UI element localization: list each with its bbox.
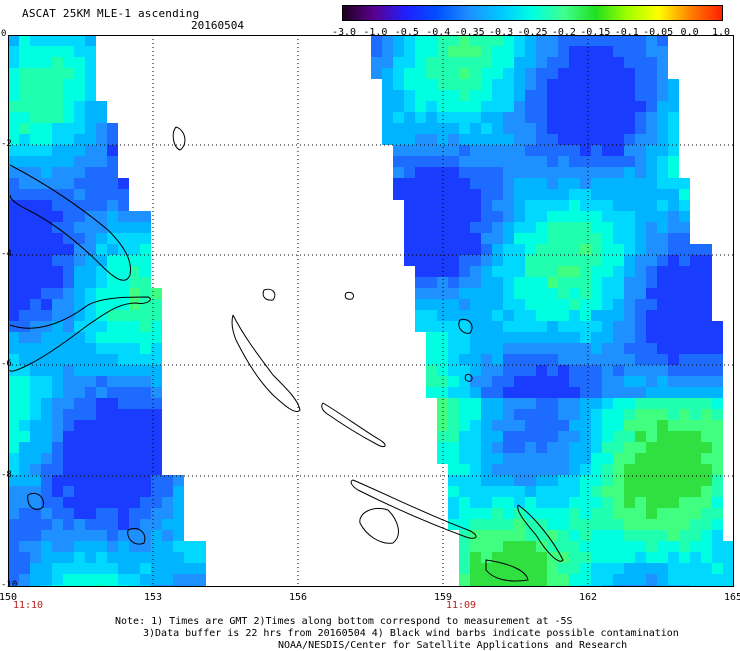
malaita-coast xyxy=(517,504,564,562)
map-frame xyxy=(8,35,734,587)
colorbar-tick-label: 1.0 xyxy=(711,27,731,38)
colorbar-tick-label: -0.4 xyxy=(426,27,451,38)
bougainville-coast xyxy=(231,314,301,412)
longitude-label: 153 xyxy=(143,592,163,603)
latitude-label: -8 xyxy=(1,470,12,480)
island-6 xyxy=(27,492,45,510)
longitude-label: 159 xyxy=(433,592,453,603)
makira-coast xyxy=(485,559,529,582)
island-4 xyxy=(458,318,473,334)
island-2 xyxy=(262,288,276,301)
note-line-1: Note: 1) Times are GMT 2)Times along bot… xyxy=(115,616,573,627)
guadalcanal-coast xyxy=(359,508,399,544)
lat-lon-grid xyxy=(8,35,734,587)
latitude-label: -2 xyxy=(1,139,12,149)
colorbar-tick-label: -0.05 xyxy=(643,27,674,38)
colorbar-tick-label: -0.1 xyxy=(614,27,639,38)
note-line-2: 3)Data buffer is 22 hrs from 20160504 4)… xyxy=(143,628,679,639)
colorbar-tick-label: -0.35 xyxy=(454,27,485,38)
longitude-label: 165 xyxy=(723,592,740,603)
latitude-label: -4 xyxy=(1,249,12,259)
colorbar-tick-label: -0.2 xyxy=(551,27,576,38)
choiseul-coast xyxy=(321,402,386,448)
island-1 xyxy=(172,126,186,151)
island-5 xyxy=(464,374,473,382)
colorbar-tick-label: -0.5 xyxy=(394,27,419,38)
colorbar-tick-label: 0.0 xyxy=(680,27,699,38)
latitude-label: -10 xyxy=(1,580,18,590)
new-ireland-coast xyxy=(9,164,132,281)
island-3 xyxy=(344,292,355,300)
colorbar xyxy=(342,5,723,21)
colorbar-tick-label: -3.0 xyxy=(331,27,357,38)
colorbar-tick-label: -0.3 xyxy=(489,27,514,38)
note-line-3: NOAA/NESDIS/Center for Satellite Applica… xyxy=(278,640,628,651)
colorbar-tick-label: -0.15 xyxy=(580,27,611,38)
longitude-label: 156 xyxy=(288,592,308,603)
map-plot xyxy=(8,35,734,587)
longitude-label: 150 xyxy=(0,592,18,603)
map-title: ASCAT 25KM MLE-1 ascending xyxy=(22,7,200,20)
colorbar-tick-label: -0.25 xyxy=(517,27,548,38)
latitude-label: 0 xyxy=(1,29,7,39)
left-swath xyxy=(8,35,206,587)
colorbar-tick-label: -1.0 xyxy=(363,27,388,38)
longitude-label: 162 xyxy=(578,592,598,603)
latitude-label: -6 xyxy=(1,359,12,369)
left-swath-time: 11:10 xyxy=(12,600,44,611)
santa-isabel-coast xyxy=(350,479,477,539)
right-swath xyxy=(371,35,734,587)
island-7 xyxy=(127,528,146,545)
right-swath-time: 11:09 xyxy=(445,600,477,611)
map-date: 20160504 xyxy=(191,19,244,32)
